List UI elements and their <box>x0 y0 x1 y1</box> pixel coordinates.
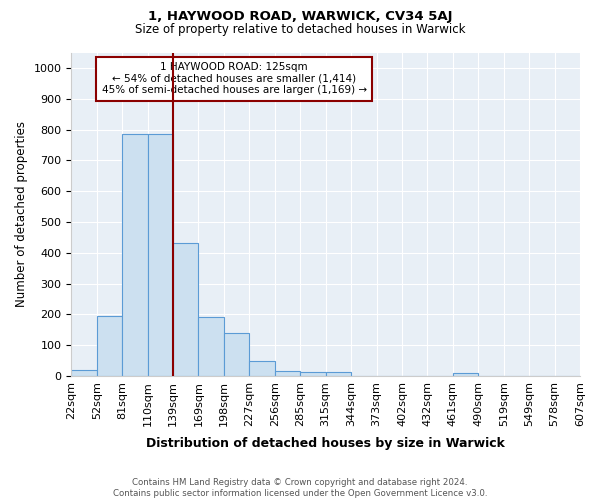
Text: Size of property relative to detached houses in Warwick: Size of property relative to detached ho… <box>135 22 465 36</box>
Text: Contains HM Land Registry data © Crown copyright and database right 2024.
Contai: Contains HM Land Registry data © Crown c… <box>113 478 487 498</box>
Bar <box>199 318 224 376</box>
Bar <box>300 372 326 376</box>
Bar <box>250 361 275 376</box>
Bar <box>326 372 351 376</box>
Bar <box>224 333 250 376</box>
Bar <box>453 373 478 376</box>
Text: 1, HAYWOOD ROAD, WARWICK, CV34 5AJ: 1, HAYWOOD ROAD, WARWICK, CV34 5AJ <box>148 10 452 23</box>
Text: 1 HAYWOOD ROAD: 125sqm
← 54% of detached houses are smaller (1,414)
45% of semi-: 1 HAYWOOD ROAD: 125sqm ← 54% of detached… <box>101 62 367 96</box>
X-axis label: Distribution of detached houses by size in Warwick: Distribution of detached houses by size … <box>146 437 505 450</box>
Bar <box>97 316 122 376</box>
Bar <box>173 244 199 376</box>
Bar <box>275 372 300 376</box>
Bar <box>122 134 148 376</box>
Bar <box>71 370 97 376</box>
Bar <box>148 134 173 376</box>
Y-axis label: Number of detached properties: Number of detached properties <box>15 121 28 307</box>
